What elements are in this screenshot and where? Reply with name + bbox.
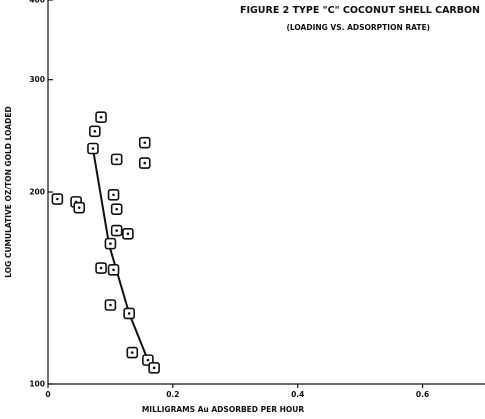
data-point-dot (56, 197, 59, 201)
data-point (89, 125, 101, 138)
data-point (123, 307, 135, 320)
data-point (73, 201, 86, 214)
data-point (95, 262, 107, 274)
data-point-dot (126, 232, 130, 236)
data-point-dot (109, 242, 112, 245)
x-tick-label: 0.6 (416, 390, 429, 399)
data-point-dot (115, 207, 118, 211)
data-point (138, 157, 151, 169)
data-point-dot (127, 312, 131, 315)
data-point-dot (143, 141, 147, 144)
chart-title: FIGURE 2 TYPE "C" COCONUT SHELL CARBON (240, 5, 480, 16)
data-point (107, 188, 120, 201)
data-point (126, 346, 139, 359)
y-tick-label: 200 (29, 188, 45, 197)
data-point (110, 203, 123, 215)
data-point (122, 227, 134, 240)
fit-line (91, 148, 149, 361)
data-point-dot (77, 206, 81, 209)
x-tick-label: 0 (45, 390, 50, 399)
data-point (104, 237, 117, 250)
data-point (51, 193, 64, 205)
data-point-dot (152, 366, 156, 370)
y-tick-label: 300 (29, 75, 45, 84)
data-point (107, 264, 120, 276)
x-tick-label: 0.2 (166, 390, 179, 399)
data-point-dot (112, 193, 115, 197)
data-point (95, 111, 107, 124)
data-point-dot (112, 268, 115, 272)
data-point-dot (115, 229, 118, 232)
chart-subtitle: (LOADING VS. ADSORPTION RATE) (286, 23, 430, 32)
data-point-dot (146, 358, 150, 362)
data-point-dot (115, 158, 118, 161)
y-tick-label: 100 (29, 380, 45, 389)
x-axis-label: MILLIGRAMS Au ADSORBED PER HOUR (142, 405, 305, 414)
data-point (104, 299, 117, 311)
data-point (110, 153, 123, 166)
y-axis-label: LOG CUMULATIVE OZ/TON GOLD LOADED (4, 106, 13, 277)
data-point-dot (143, 161, 147, 165)
x-tick-label: 0.4 (291, 390, 304, 399)
y-tick-label: 400 (29, 0, 45, 5)
data-point (148, 362, 160, 374)
data-point-dot (99, 115, 103, 119)
data-point (87, 142, 99, 155)
data-point (138, 136, 151, 149)
data-point (110, 224, 123, 237)
data-point-dot (93, 130, 97, 133)
data-point-dot (130, 351, 134, 354)
data-point-dot (91, 147, 95, 150)
data-point-dot (109, 303, 112, 307)
data-point-dot (99, 266, 103, 270)
